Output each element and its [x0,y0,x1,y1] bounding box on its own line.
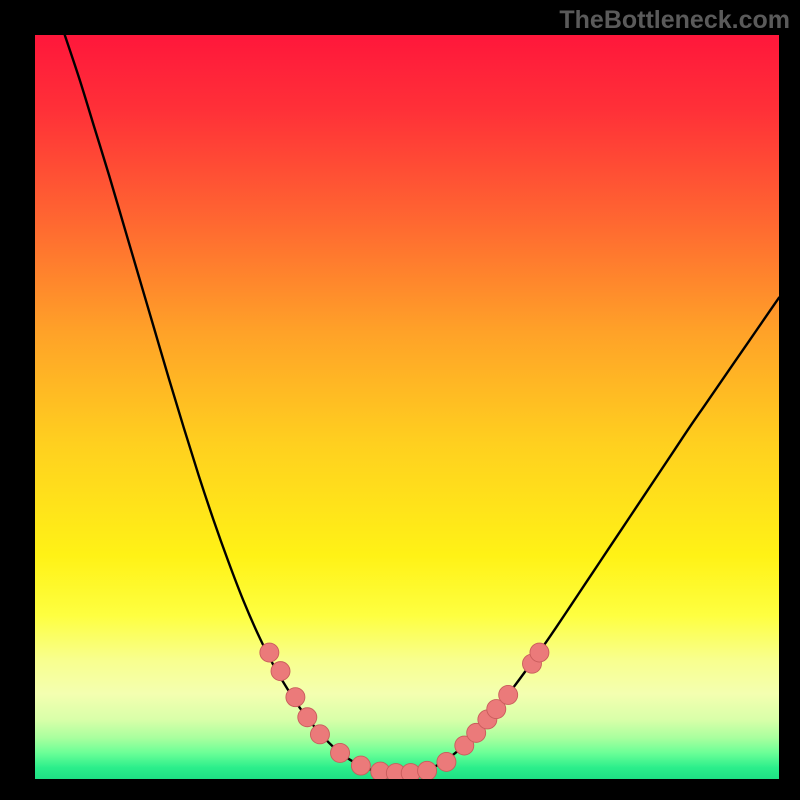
marker-dot [499,685,518,704]
marker-dot [298,708,317,727]
marker-dot [286,688,305,707]
marker-dot [310,725,329,744]
plot-svg [35,35,779,779]
watermark-text: TheBottleneck.com [559,6,790,35]
marker-dot [351,756,370,775]
marker-dot [271,662,290,681]
plot-area [35,35,779,779]
plot-background [35,35,779,779]
marker-dot [331,743,350,762]
marker-dot [437,752,456,771]
marker-dot [260,643,279,662]
marker-dot [530,643,549,662]
marker-dot [418,761,437,779]
